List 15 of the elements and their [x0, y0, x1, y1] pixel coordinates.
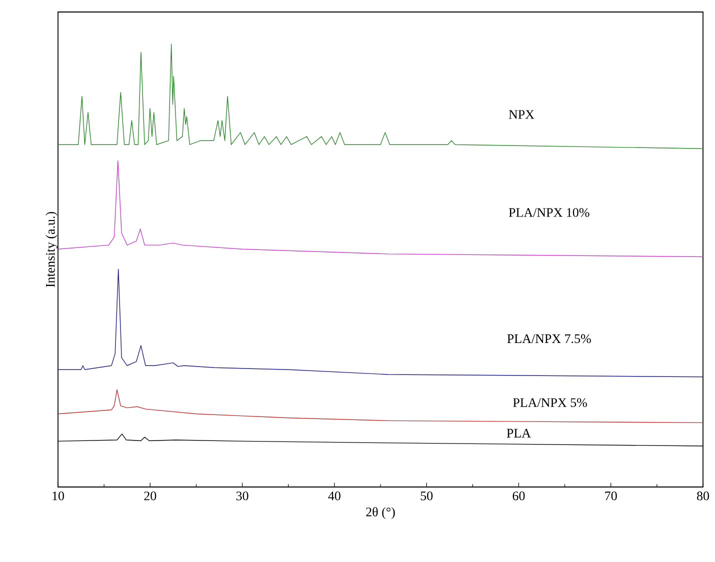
x-tick-label: 20: [144, 492, 156, 500]
series-label: PLA: [506, 428, 531, 438]
x-tick-label: 50: [420, 492, 433, 500]
x-tick-label: 40: [328, 492, 340, 500]
series-label: PLA/NPX 5%: [513, 398, 587, 408]
x-tick-label: 30: [236, 492, 248, 500]
text: PLA/NPX 10%: [508, 208, 590, 217]
x-tick-label: 70: [605, 492, 617, 500]
x-tick-label: 60: [512, 492, 525, 500]
text: NPX: [508, 110, 534, 119]
y-axis-title: Intensity (a.u.): [46, 212, 58, 288]
x-axis-title: 2θ (°): [366, 507, 395, 520]
x-tick-label: 80: [697, 492, 710, 500]
x-tick-label: 10: [52, 492, 64, 500]
text: PLA/NPX 7.5%: [507, 334, 591, 344]
